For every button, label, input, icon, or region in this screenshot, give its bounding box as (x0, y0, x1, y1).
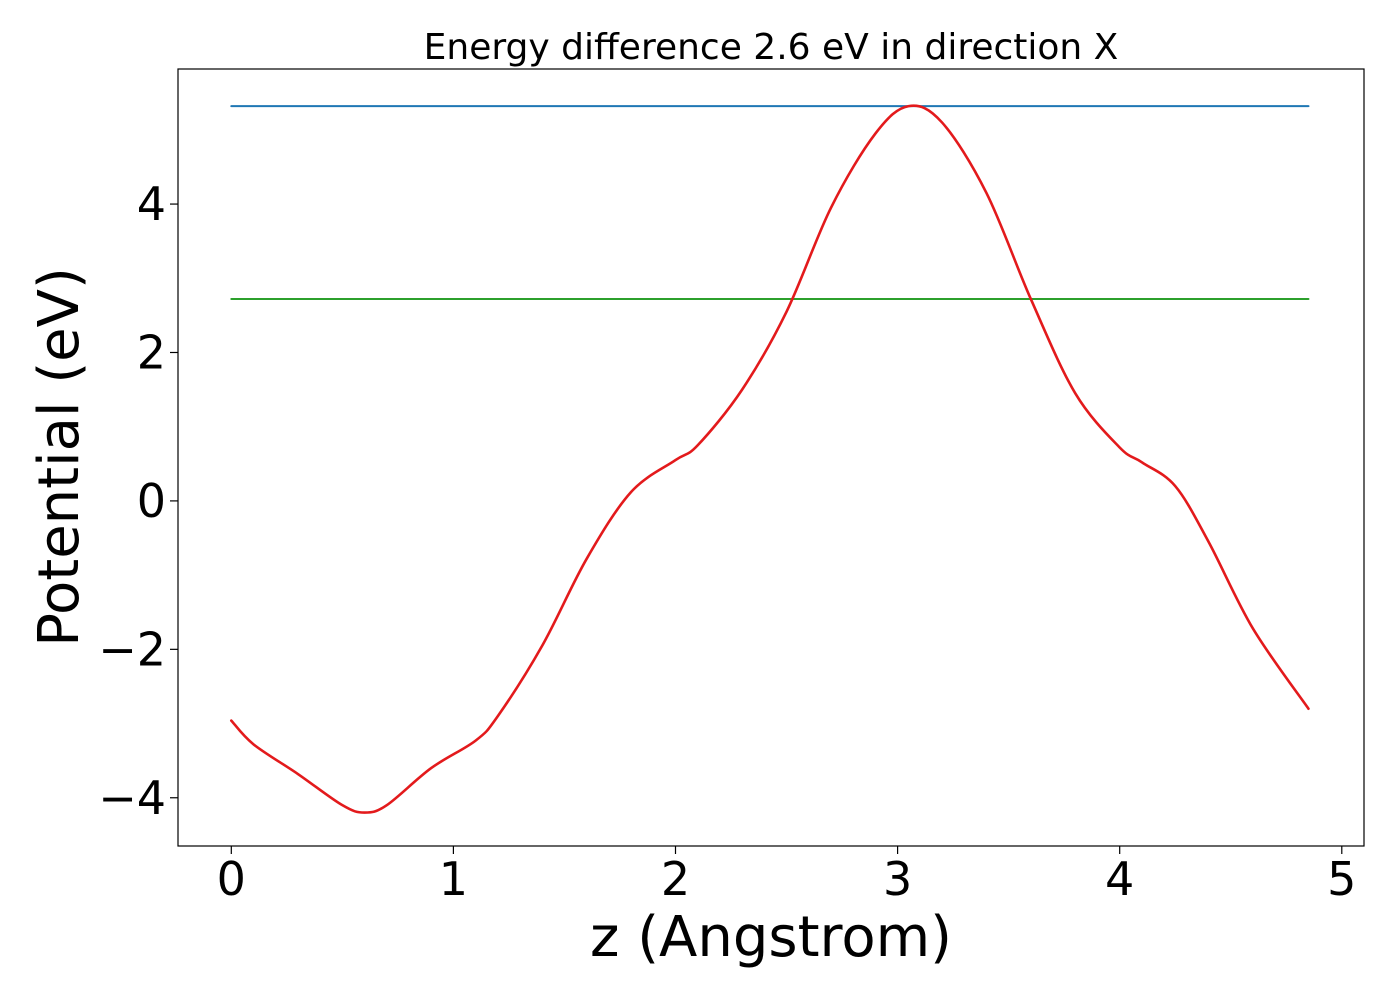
y-axis: −4 −2 0 2 4 (98, 177, 178, 825)
series-layer (230, 104, 1310, 814)
y-tick-label: 0 (137, 474, 166, 528)
y-tick-label: −2 (98, 622, 166, 676)
y-tick-label: −4 (98, 771, 166, 825)
x-axis-label: z (Angstrom) (590, 905, 952, 970)
plot-area (177, 68, 1365, 847)
y-tick-label: 2 (137, 325, 166, 379)
potential-curve (230, 104, 1310, 814)
x-tick-label: 1 (439, 852, 468, 906)
x-axis: 0 1 2 3 4 5 (217, 846, 1356, 906)
x-tick-label: 2 (661, 852, 690, 906)
chart-title: Energy difference 2.6 eV in direction X (424, 27, 1119, 68)
x-tick-label: 4 (1105, 852, 1134, 906)
x-tick-label: 3 (883, 852, 912, 906)
y-axis-label: Potential (eV) (27, 267, 92, 647)
x-tick-label: 0 (217, 852, 246, 906)
y-tick-label: 4 (137, 177, 166, 231)
x-tick-label: 5 (1327, 852, 1356, 906)
